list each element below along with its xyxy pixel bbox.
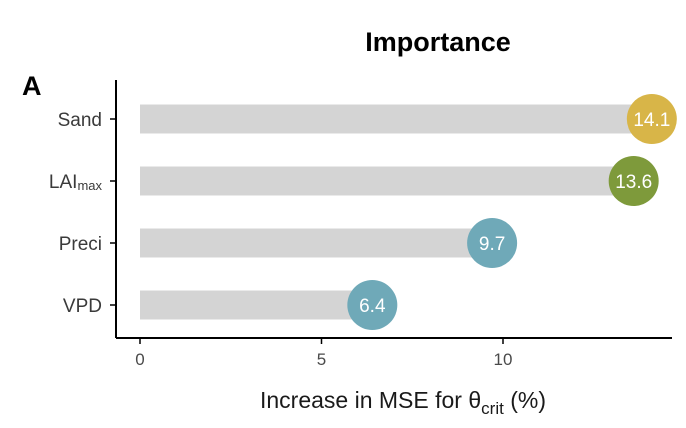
bar-1 [140, 166, 634, 196]
x-tick-label-2: 10 [494, 350, 513, 369]
x-axis-label-prefix: Increase in MSE for [260, 387, 468, 413]
chart-title: Importance [365, 27, 511, 57]
category-label-0: Sand [58, 110, 102, 131]
value-label-0: 14.1 [633, 110, 670, 131]
bar-2 [140, 228, 493, 258]
category-label-2: Preci [59, 234, 102, 255]
panel-label: A [22, 71, 42, 101]
value-marker-2 [467, 218, 518, 268]
value-label-3: 6.4 [359, 296, 386, 317]
bars-group [140, 104, 652, 320]
x-axis: 0 5 10 [116, 337, 672, 369]
x-axis-label: Increase in MSE for θcrit (%) [260, 387, 546, 418]
value-marker-1 [608, 156, 659, 206]
x-tick-label-0: 0 [135, 350, 144, 369]
bar-0 [140, 104, 652, 134]
markers-group: 14.1 13.6 9.7 6.4 [347, 94, 677, 330]
value-marker-0 [626, 94, 677, 144]
value-label-1: 13.6 [615, 172, 652, 193]
x-axis-label-subscript: crit [481, 399, 504, 418]
category-label-3: VPD [63, 296, 102, 317]
x-tick-label-1: 5 [317, 350, 326, 369]
value-marker-3 [347, 280, 398, 330]
category-label-1: LAImax [49, 172, 103, 193]
x-axis-label-symbol: θ [468, 387, 481, 413]
bar-3 [140, 290, 373, 320]
x-axis-label-suffix: (%) [504, 387, 546, 413]
y-axis: Sand LAImax Preci VPD [49, 80, 117, 338]
value-label-2: 9.7 [479, 234, 505, 255]
